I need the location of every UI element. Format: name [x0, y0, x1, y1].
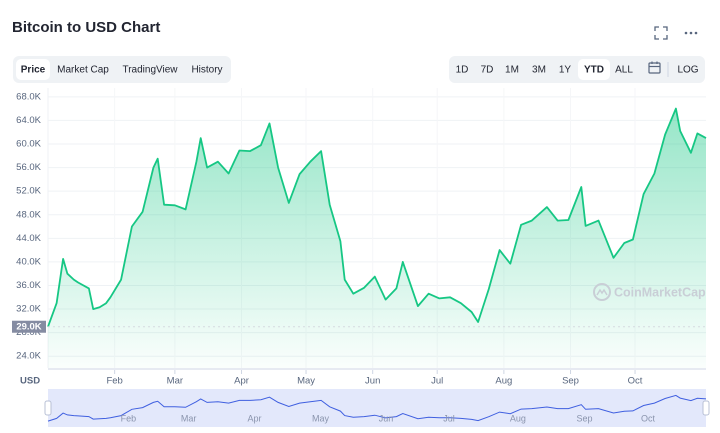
navigator-handle[interactable] — [44, 400, 52, 416]
x-tick-label: Feb — [106, 376, 122, 387]
navigator-tick-label: Aug — [510, 413, 526, 423]
range-button[interactable]: 1D — [456, 65, 469, 76]
chart-title: Bitcoin to USD Chart — [12, 19, 160, 36]
navigator[interactable] — [48, 389, 706, 427]
range-button[interactable]: 1Y — [559, 65, 572, 76]
navigator-tick-label: Jul — [443, 413, 455, 423]
y-tick-label: 68.0K — [16, 91, 41, 102]
range-button[interactable]: 3M — [532, 65, 546, 76]
navigator-tick-label: Sep — [577, 413, 593, 423]
navigator-tick-label: Oct — [641, 413, 656, 423]
fullscreen-icon[interactable] — [654, 26, 668, 40]
log-button[interactable]: LOG — [677, 65, 698, 76]
price-marker-box — [12, 320, 46, 333]
range-button[interactable]: 7D — [481, 65, 494, 76]
header-icons — [654, 26, 668, 40]
x-tick-label: Aug — [495, 376, 512, 387]
navigator-line — [47, 394, 707, 422]
watermark: CoinMarketCap — [593, 283, 706, 301]
y-unit: USD — [20, 376, 40, 387]
y-tick-label: 40.0K — [16, 256, 41, 267]
x-tick-label: Oct — [628, 376, 643, 387]
plot: 24.0K28.0K32.0K36.0K40.0K44.0K48.0K52.0K… — [12, 88, 707, 387]
navigator-tick-label: Apr — [248, 413, 262, 423]
tab[interactable]: Price — [21, 65, 46, 76]
active-range — [578, 59, 610, 80]
x-tick-label: Sep — [562, 376, 579, 387]
x-tick-label: Apr — [234, 376, 249, 387]
y-tick-label: 44.0K — [16, 233, 41, 244]
y-tick-label: 32.0K — [16, 304, 41, 315]
x-tick-label: Mar — [167, 376, 183, 387]
range-button[interactable]: ALL — [615, 65, 633, 76]
navigator-tick-label: May — [312, 413, 330, 423]
tab[interactable]: TradingView — [122, 65, 178, 76]
tab-bar — [13, 56, 231, 83]
active-tab — [16, 59, 50, 80]
price-line — [47, 107, 707, 328]
navigator-tick-label: Feb — [121, 413, 137, 423]
watermark-text: CoinMarketCap — [614, 285, 706, 299]
area — [48, 108, 706, 368]
more-icon[interactable] — [684, 31, 698, 35]
y-tick-label: 52.0K — [16, 186, 41, 197]
y-tick-label: 56.0K — [16, 162, 41, 173]
y-tick-label: 36.0K — [16, 280, 41, 291]
range-button[interactable]: 1M — [505, 65, 519, 76]
range-bar — [449, 56, 705, 83]
range-button[interactable]: YTD — [584, 65, 604, 76]
tab[interactable]: Market Cap — [57, 65, 109, 76]
x-tick-label: Jun — [365, 376, 380, 387]
calendar-icon[interactable] — [648, 61, 661, 74]
tab[interactable]: History — [191, 65, 222, 76]
price-marker-label: 29.0K — [16, 321, 41, 332]
x-tick-label: Jul — [431, 376, 443, 387]
navigator-tick-label: Mar — [181, 413, 197, 423]
navigator-tick-label: Jun — [379, 413, 394, 423]
y-tick-label: 64.0K — [16, 115, 41, 126]
y-tick-label: 24.0K — [16, 351, 41, 362]
y-tick-label: 60.0K — [16, 139, 41, 150]
navigator-handle[interactable] — [702, 400, 710, 416]
x-tick-label: May — [297, 376, 315, 387]
y-tick-label: 48.0K — [16, 209, 41, 220]
